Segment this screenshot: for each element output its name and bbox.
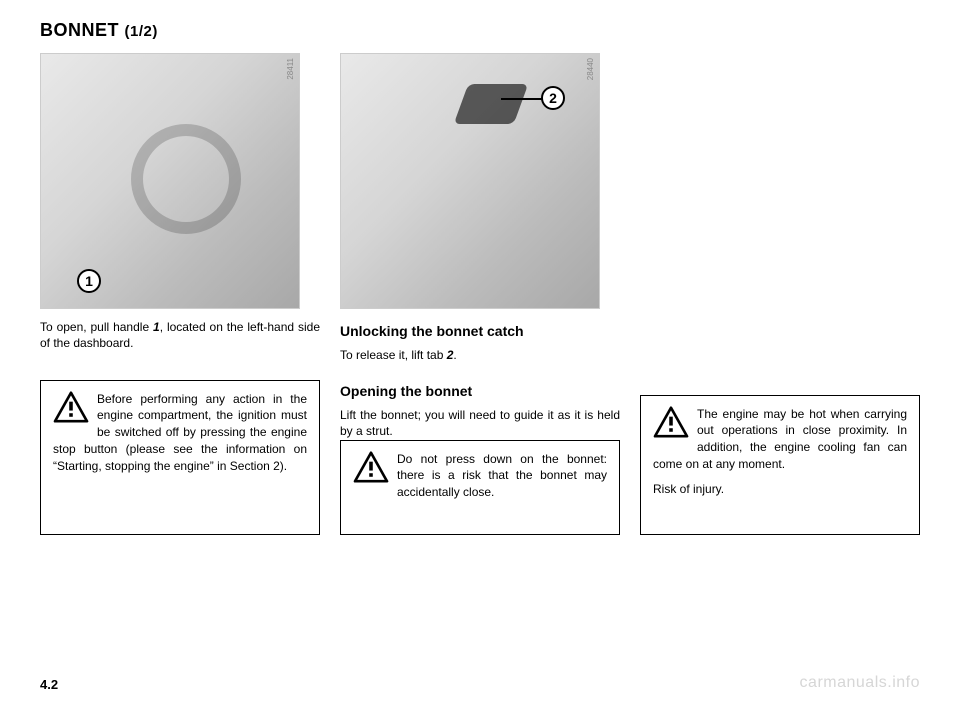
- callout-1: 1: [77, 269, 101, 293]
- warning-icon: [53, 391, 89, 423]
- title-main: BONNET: [40, 20, 119, 40]
- figure-dashboard: 28411 1: [40, 53, 300, 309]
- heading-unlock: Unlocking the bonnet catch: [340, 323, 620, 339]
- watermark: carmanuals.info: [800, 674, 920, 692]
- warning-ignition: Before performing any action in the engi…: [40, 380, 320, 535]
- warning-icon: [353, 451, 389, 483]
- warning-hot-engine: The engine may be hot when carrying out …: [640, 395, 920, 535]
- column-right: The engine may be hot when carrying out …: [640, 53, 920, 535]
- spacer: [640, 53, 920, 395]
- warning-bonnet-press: Do not press down on the bonnet: there i…: [340, 440, 620, 535]
- page: BONNET (1/2) 28411 1 To open, pull handl…: [0, 0, 960, 710]
- column-middle: 28440 2 Unlocking the bonnet catch To re…: [340, 53, 620, 535]
- text-lift-bonnet: Lift the bonnet; you will need to guide …: [340, 407, 620, 439]
- shape-wheel: [131, 124, 241, 234]
- warning-risk-injury: Risk of injury.: [653, 481, 907, 498]
- p1b: .: [453, 348, 456, 362]
- page-title: BONNET (1/2): [40, 20, 920, 41]
- text-open-handle: To open, pull handle 1, located on the l…: [40, 319, 320, 351]
- column-left: 28411 1 To open, pull handle 1, located …: [40, 53, 320, 535]
- spacer: [40, 351, 320, 379]
- title-sub: (1/2): [125, 23, 158, 40]
- page-number: 4.2: [40, 677, 58, 692]
- callout-2: 2: [541, 86, 565, 110]
- callout-2-line: [501, 98, 543, 100]
- heading-opening: Opening the bonnet: [340, 383, 620, 399]
- warning-bonnet-press-text: Do not press down on the bonnet: there i…: [397, 452, 607, 500]
- warning-ignition-text: Before performing any action in the engi…: [53, 392, 307, 473]
- figure-bonnet: 28440 2: [340, 53, 600, 309]
- warning-hot-engine-text: The engine may be hot when carrying out …: [653, 407, 907, 471]
- p1a: To release it, lift tab: [340, 348, 447, 362]
- figure-id-left: 28411: [286, 58, 295, 80]
- ref-1: 1: [153, 320, 160, 334]
- t1a: To open, pull handle: [40, 320, 153, 334]
- figure-id-mid: 28440: [586, 58, 595, 80]
- columns: 28411 1 To open, pull handle 1, located …: [40, 53, 920, 535]
- shape-latch: [454, 84, 529, 124]
- warning-icon: [653, 406, 689, 438]
- text-release-tab: To release it, lift tab 2.: [340, 347, 620, 363]
